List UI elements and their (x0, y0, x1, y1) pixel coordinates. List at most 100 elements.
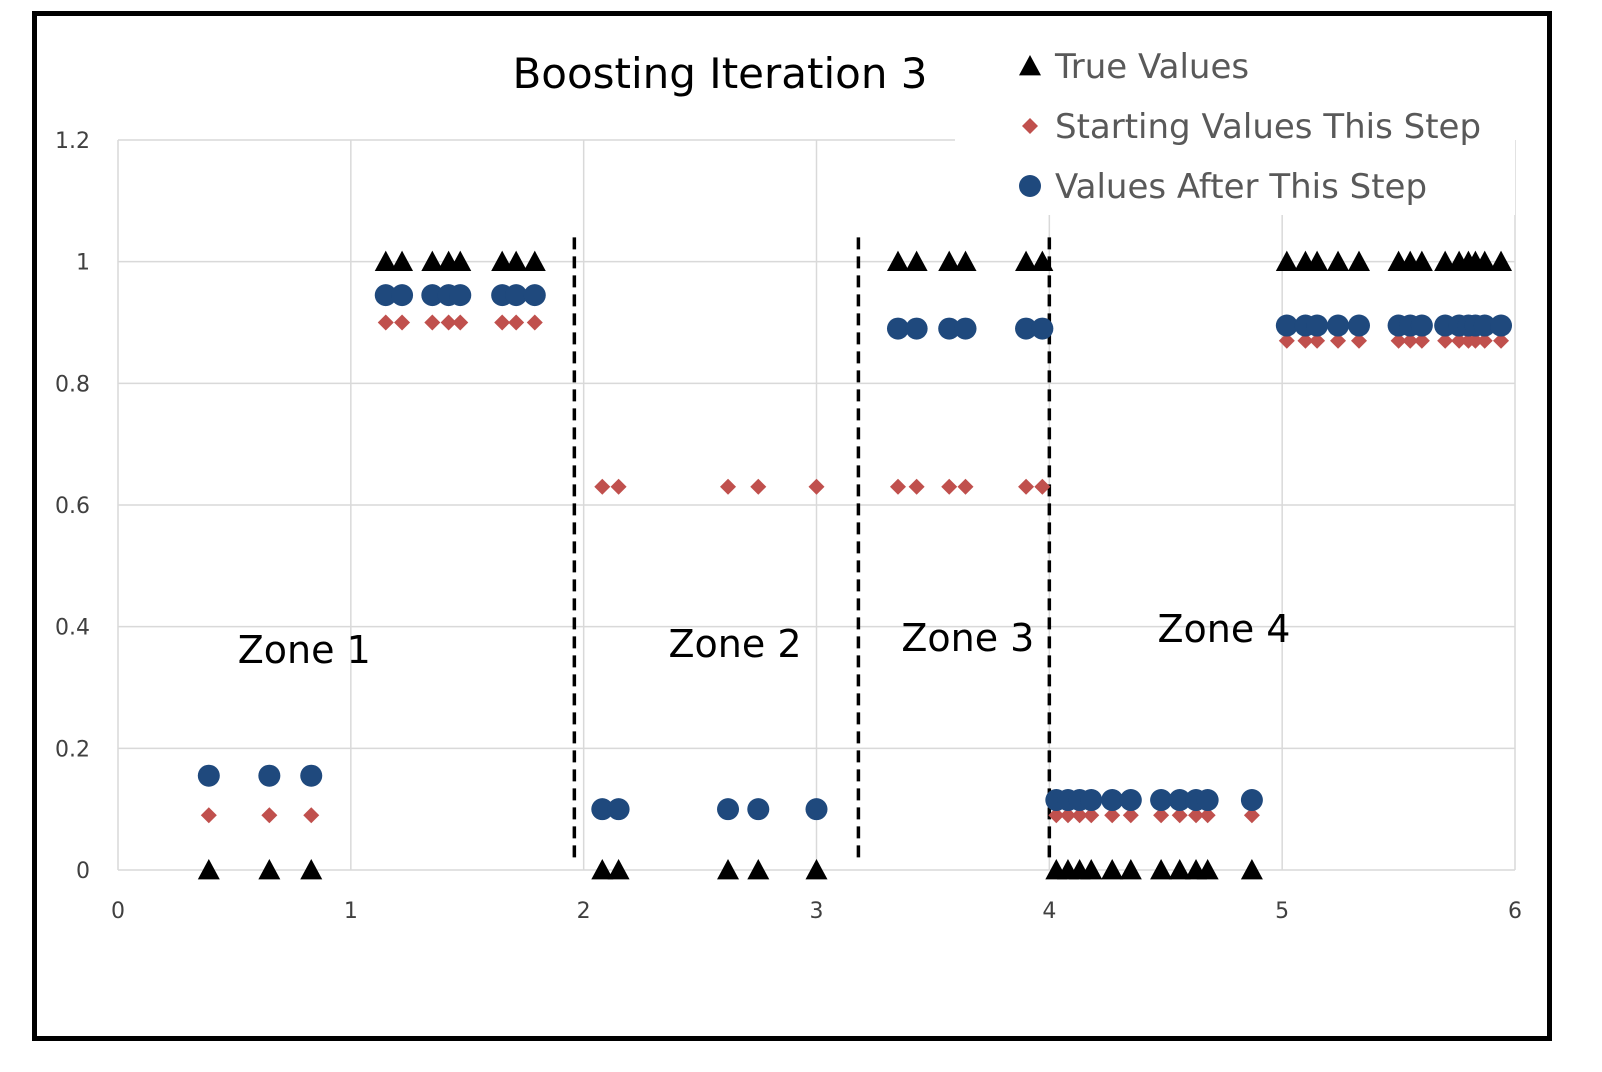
diamond-point (610, 478, 627, 495)
circle-point (1119, 789, 1142, 812)
circle-point (1080, 789, 1103, 812)
triangle-point (300, 859, 323, 880)
diamond-point (1199, 807, 1216, 824)
diamond-point (1451, 332, 1468, 349)
diamond-point (1413, 332, 1430, 349)
circle-point (1150, 789, 1173, 812)
diamond-point (1188, 807, 1205, 824)
triangle-point (421, 250, 444, 272)
circle-point (374, 284, 397, 307)
circle-point (1473, 314, 1496, 337)
diamond-point (1297, 332, 1314, 349)
circle-point (747, 798, 770, 821)
triangle-point (954, 250, 977, 272)
circle-point (1490, 314, 1513, 337)
diamond-point (1476, 332, 1493, 349)
diamond-point (1104, 807, 1121, 824)
circle-point (505, 284, 528, 307)
legend-triangle-marker (1019, 55, 1041, 76)
x-tick-label: 3 (810, 899, 824, 924)
diamond-point (1153, 807, 1170, 824)
diamond-point (1018, 478, 1035, 495)
triangle-point (1168, 859, 1191, 880)
x-tick-label: 6 (1508, 899, 1522, 924)
circle-point (449, 284, 472, 307)
triangle-point (1275, 250, 1298, 272)
triangle-point (607, 859, 630, 880)
triangle-point (591, 859, 614, 880)
x-tick-label: 0 (111, 899, 125, 924)
y-tick-label: 0.6 (55, 494, 90, 519)
diamond-point (1034, 478, 1051, 495)
circle-point (1101, 789, 1124, 812)
circle-point (938, 317, 961, 340)
diamond-point (452, 314, 469, 331)
triangle-point (1327, 250, 1350, 272)
series-circle (197, 284, 1513, 821)
triangle-point (1240, 859, 1263, 880)
circle-point (258, 764, 281, 787)
triangle-point (1348, 250, 1371, 272)
diamond-point (1071, 807, 1088, 824)
diamond-point (1122, 807, 1139, 824)
y-tick-label: 1.2 (55, 129, 90, 154)
diamond-point (1351, 332, 1368, 349)
circle-point (1410, 314, 1433, 337)
triangle-point (1015, 250, 1038, 272)
diamond-point (508, 314, 525, 331)
triangle-point (1080, 859, 1103, 880)
zone-labels: Zone 1 Zone 2 Zone 3 Zone 4 (238, 607, 1291, 672)
triangle-point (717, 859, 740, 880)
diamond-point (1493, 332, 1510, 349)
triangle-point (905, 250, 928, 272)
circle-point (1196, 789, 1219, 812)
circle-point (886, 317, 909, 340)
diamond-point (889, 478, 906, 495)
diamond-point (1437, 332, 1454, 349)
circle-point (1240, 789, 1263, 812)
legend-entry-label: Values After This Step (1055, 167, 1427, 207)
legend-diamond-marker (1022, 118, 1038, 134)
diamond-point (261, 807, 278, 824)
data-markers (197, 250, 1513, 880)
triangle-point (1150, 859, 1173, 880)
triangle-point (1473, 250, 1496, 272)
circle-point (421, 284, 444, 307)
circle-point (523, 284, 546, 307)
axis-ticks: 0 1 2 3 4 5 6 0 0.2 0.4 0.6 0.8 1 1.2 (55, 129, 1522, 924)
circle-point (717, 798, 740, 821)
diamond-point (957, 478, 974, 495)
legend-circle-marker (1019, 175, 1041, 197)
x-tick-label: 5 (1275, 899, 1289, 924)
zone-label: Zone 1 (238, 628, 371, 672)
circle-point (391, 284, 414, 307)
circle-point (591, 798, 614, 821)
legend-entry-label: True Values (1054, 47, 1249, 87)
legend-entry-label: Starting Values This Step (1055, 107, 1481, 147)
diamond-point (1467, 332, 1484, 349)
circle-point (607, 798, 630, 821)
diamond-point (594, 478, 611, 495)
circle-point (300, 764, 323, 787)
y-tick-label: 0.4 (55, 616, 90, 641)
diamond-point (303, 807, 320, 824)
chart-title: Boosting Iteration 3 (512, 49, 927, 98)
zone-label: Zone 2 (669, 622, 802, 666)
diamond-point (1171, 807, 1188, 824)
triangle-point (1031, 250, 1054, 272)
triangle-point (1490, 250, 1513, 272)
diamond-point (526, 314, 543, 331)
diamond-point (494, 314, 511, 331)
triangle-point (258, 859, 281, 880)
series-diamond (200, 314, 1510, 824)
diamond-point (424, 314, 441, 331)
x-tick-label: 1 (344, 899, 358, 924)
diamond-point (394, 314, 411, 331)
diamond-point (1309, 332, 1326, 349)
diamond-point (1083, 807, 1100, 824)
circle-point (905, 317, 928, 340)
diamond-point (1059, 807, 1076, 824)
triangle-point (886, 250, 909, 272)
grid (117, 139, 1516, 871)
